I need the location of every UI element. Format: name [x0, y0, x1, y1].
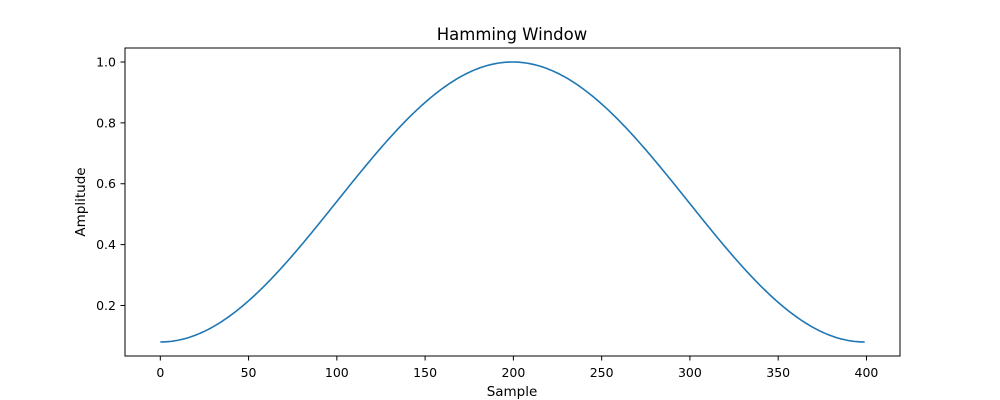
x-tick-label: 100: [325, 365, 349, 380]
y-tick-label: 0.4: [96, 237, 116, 252]
y-tick-label: 0.2: [96, 298, 116, 313]
x-tick-label: 150: [413, 365, 437, 380]
x-tick-label: 0: [156, 365, 164, 380]
y-tick-label: 0.8: [96, 115, 116, 130]
x-tick-label: 250: [590, 365, 614, 380]
x-tick-label: 50: [241, 365, 257, 380]
x-tick-label: 350: [766, 365, 790, 380]
x-tick-label: 200: [501, 365, 525, 380]
chart-title: Hamming Window: [437, 25, 587, 44]
x-axis-label: Sample: [487, 384, 538, 400]
x-tick-label: 400: [855, 365, 879, 380]
y-tick-label: 1.0: [96, 55, 116, 70]
y-tick-label: 0.6: [96, 176, 116, 191]
y-axis-label: Amplitude: [73, 167, 89, 236]
x-tick-label: 300: [678, 365, 702, 380]
plot-area: [125, 48, 900, 356]
